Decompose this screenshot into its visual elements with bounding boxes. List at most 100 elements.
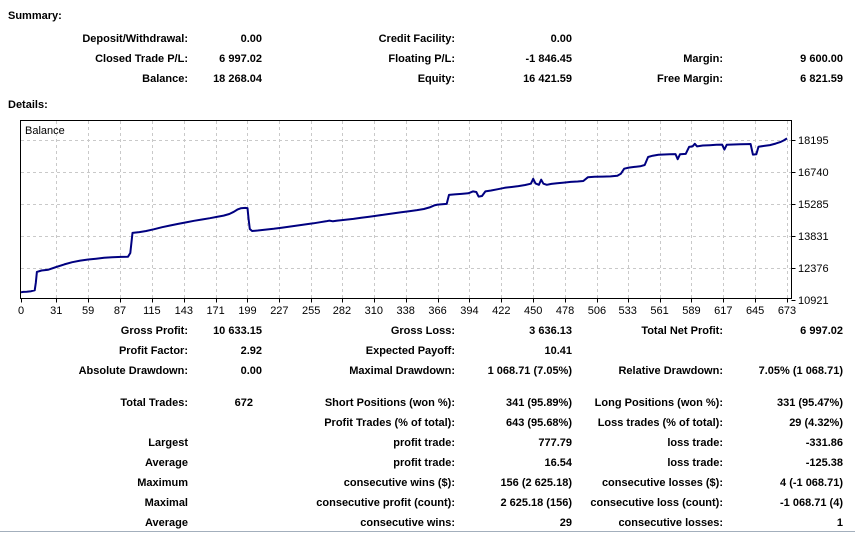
report-value: 4 (-1 068.71) [780,477,843,489]
report-value [188,453,253,473]
report-label: consecutive losses ($): [601,477,723,489]
y-tick-label: 10921 [798,295,829,307]
report-label: consecutive wins: [360,517,455,529]
x-tick-label: 506 [588,305,606,317]
x-tick-label: 59 [82,305,94,317]
details-heading: Details: [8,99,48,111]
report-value: 341 (95.89%) [505,397,572,409]
report-value: 331 (95.47%) [776,397,843,409]
report-value: 6 997.02 [800,325,843,337]
report-label: Closed Trade P/L: [95,53,188,65]
x-tick-label: 533 [618,305,636,317]
x-tick-label: 310 [365,305,383,317]
report-label: consecutive loss (count): [590,497,723,509]
report-value [723,341,843,361]
report-value: 10.41 [544,345,572,357]
x-tick-label: 561 [650,305,668,317]
y-tick-label: 18195 [798,135,829,147]
report-label: Average [144,457,188,469]
report-value: 10 633.15 [213,325,262,337]
y-tick-label: 16740 [798,167,829,179]
report-label: Equity: [417,73,455,85]
report-label: Average [144,517,188,529]
report-value: -331.86 [805,437,843,449]
report-label: Expected Payoff: [365,345,455,357]
x-tick-label: 227 [270,305,288,317]
report-label: Loss trades (% of total): [597,417,723,429]
y-tick-label: 12376 [798,263,829,275]
y-tick-label: 13831 [798,231,829,243]
x-tick-label: 366 [428,305,446,317]
report-label: Largest [148,437,188,449]
report-label: Absolute Drawdown: [78,365,188,377]
report-label: Total Trades: [120,397,188,409]
report-label: Relative Drawdown: [618,365,723,377]
report-value: 16 421.59 [523,73,572,85]
report-label: Profit Trades (% of total): [324,417,455,429]
report-value: 777.79 [538,437,572,449]
report-value: 6 821.59 [800,73,843,85]
report-label: Balance: [142,73,188,85]
report-value: 1 068.71 (7.05%) [487,365,572,377]
report-label: Maximal Drawdown: [349,365,455,377]
report-label: Credit Facility: [378,33,455,45]
x-tick-label: 171 [206,305,224,317]
x-tick-label: 115 [143,305,161,317]
x-tick-label: 143 [175,305,193,317]
report-label: consecutive losses: [618,517,723,529]
report-value: 2 625.18 (156) [500,497,572,509]
report-label: Free Margin: [656,73,723,85]
x-tick-label: 199 [238,305,256,317]
report-value: 643 (95.68%) [505,417,572,429]
details-table-upper: Gross Profit: 10 633.15 Gross Loss: 3 63… [0,321,843,381]
report-label: profit trade: [393,437,455,449]
balance-chart: 0 31 59 87 115 143 171 199 227 255 282 310 338 366 394… [18,120,829,317]
report-value [188,513,253,533]
report-label: Gross Loss: [390,325,455,337]
balance-curve [20,137,788,294]
x-tick-label: 87 [114,305,126,317]
report-label: loss trade: [667,457,723,469]
report-value: 0.00 [550,33,572,45]
x-tick-label: 478 [556,305,574,317]
x-tick-label: 31 [50,305,62,317]
report-label: Maximum [137,477,188,489]
report-label: Profit Factor: [118,345,188,357]
report-label: Maximal [144,497,188,509]
balance-series-label: Balance [25,125,65,137]
report-value: 2.92 [240,345,262,357]
chart-plot-area [20,120,792,299]
x-tick-label: 673 [778,305,796,317]
report-label: Margin: [683,53,723,65]
x-tick-label: 0 [18,305,24,317]
x-tick-label: 338 [397,305,415,317]
report-value: 1 [836,517,843,529]
report-value: 7.05% (1 068.71) [758,365,843,377]
report-label [0,413,188,433]
report-value: 6 997.02 [219,53,262,65]
report-label: Short Positions (won %): [324,397,455,409]
y-tick-label: 15285 [798,199,829,211]
report-value: 0.00 [240,33,262,45]
report-value: -125.38 [805,457,843,469]
report-value [188,493,253,513]
report-label: consecutive profit (count): [316,497,455,509]
details-table-lower: Total Trades: 672 Short Positions (won %… [0,393,843,533]
report-value: 16.54 [544,457,572,469]
report-value: 672 [234,397,253,409]
report-label: Total Net Profit: [641,325,723,337]
x-tick-label: 255 [302,305,320,317]
report-label: loss trade: [667,437,723,449]
report-value: 156 (2 625.18) [500,477,572,489]
report-value: 18 268.04 [213,73,262,85]
x-tick-label: 645 [746,305,764,317]
report-value: -1 846.45 [525,53,572,65]
report-value: 29 (4.32%) [789,417,843,429]
report-label [572,29,723,49]
report-label: consecutive wins ($): [343,477,455,489]
report-value: -1 068.71 (4) [780,497,843,509]
x-tick-label: 589 [682,305,700,317]
report-value [188,433,253,453]
report-value: 3 636.13 [529,325,572,337]
report-label [572,341,723,361]
